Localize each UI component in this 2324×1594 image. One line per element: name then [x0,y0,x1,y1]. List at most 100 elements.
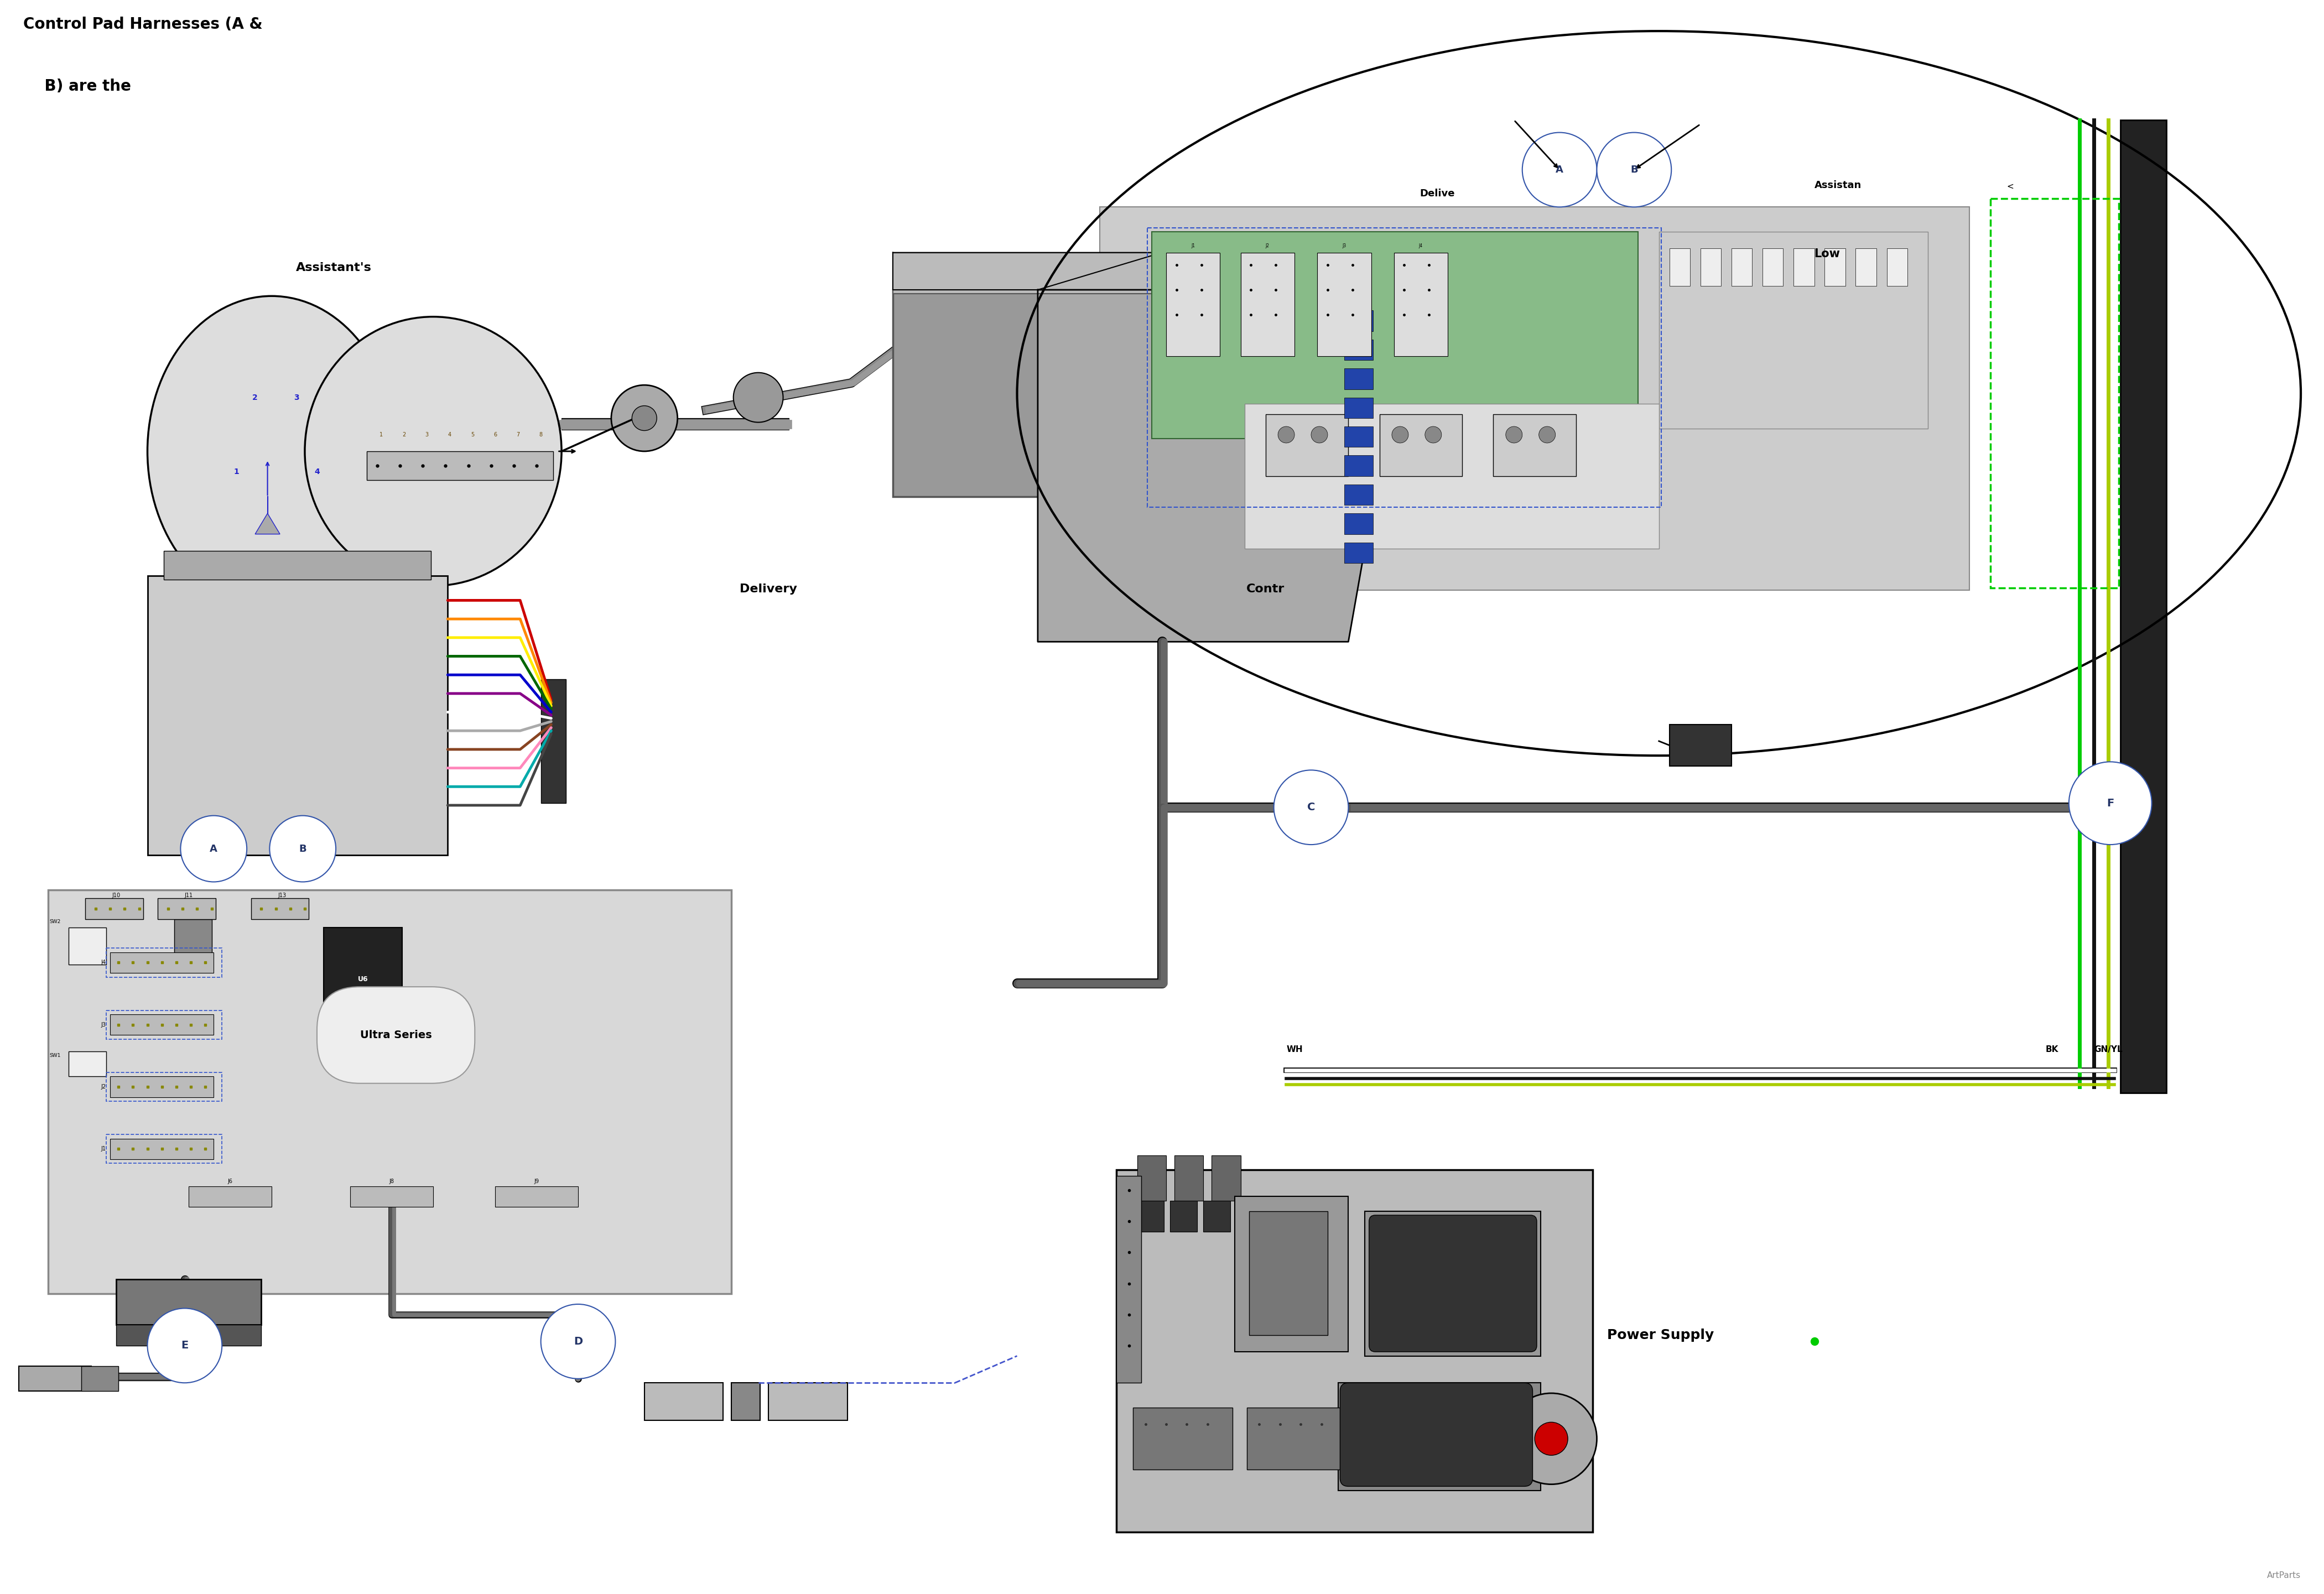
Text: F: F [2106,799,2115,808]
Bar [1701,249,1722,285]
Bar [107,948,223,977]
Polygon shape [1039,290,1411,642]
Text: GN/YL: GN/YL [2094,1046,2122,1054]
Text: 4: 4 [314,469,321,477]
Text: J8: J8 [388,1178,395,1184]
Text: 6: 6 [493,432,497,437]
Text: J3: J3 [100,1022,107,1028]
Text: 5: 5 [472,432,474,437]
Text: J3: J3 [1343,244,1346,249]
Bar [1248,1211,1327,1336]
Bar [1267,414,1348,477]
Bar [1171,1200,1197,1232]
Bar [49,889,732,1294]
Text: 4: 4 [449,432,451,437]
Text: SW2: SW2 [49,920,60,925]
Bar [644,1384,723,1420]
Circle shape [1425,427,1441,443]
Bar [541,679,565,803]
Text: ArtParts: ArtParts [2266,1572,2301,1580]
Bar [251,899,309,920]
Text: Ultra Series: Ultra Series [360,1030,432,1041]
Text: SW1: SW1 [49,1054,60,1058]
Ellipse shape [146,296,395,607]
Text: J1: J1 [100,1146,107,1152]
Circle shape [1392,427,1408,443]
FancyBboxPatch shape [1369,1215,1536,1352]
Bar [1855,249,1875,285]
Bar [1099,207,1968,590]
Bar [367,451,553,480]
Bar [1116,1176,1141,1384]
Bar [81,1366,119,1392]
Circle shape [1506,1393,1597,1484]
Bar [892,252,1162,293]
Text: U6: U6 [358,976,367,983]
Bar [1343,340,1373,360]
Bar [1731,249,1752,285]
Bar [1343,542,1373,563]
Bar [1318,252,1371,355]
Circle shape [1311,427,1327,443]
Circle shape [1278,427,1294,443]
Text: 1: 1 [235,469,239,477]
Text: 3: 3 [293,394,300,402]
Text: E: E [181,1341,188,1350]
Text: J4: J4 [1420,244,1422,249]
Bar [2122,120,2166,1093]
Bar [1246,403,1659,548]
Bar [1211,1156,1241,1200]
Bar [1136,1200,1164,1232]
Text: 7: 7 [516,432,521,437]
Bar [1669,725,1731,767]
Bar [70,928,107,964]
Bar [109,1076,214,1097]
Bar [188,1186,272,1207]
Bar [1148,228,1662,507]
Bar [1248,1408,1346,1470]
Circle shape [541,1304,616,1379]
Bar [1343,427,1373,448]
Bar [86,899,144,920]
Text: J13: J13 [279,893,286,899]
Bar [1494,414,1576,477]
Circle shape [611,386,679,451]
Text: BK: BK [2045,1046,2059,1054]
Text: J11: J11 [184,893,193,899]
Text: A: A [1555,164,1564,175]
Text: Contr: Contr [1246,583,1285,595]
Circle shape [1597,132,1671,207]
Circle shape [2068,762,2152,845]
Bar [1343,311,1373,332]
Circle shape [1506,427,1522,443]
Bar [1234,1197,1348,1352]
Bar [1824,249,1845,285]
Bar [1153,231,1638,438]
Ellipse shape [304,317,562,587]
FancyBboxPatch shape [1341,1384,1532,1486]
Circle shape [1538,427,1555,443]
Bar [1241,252,1294,355]
Circle shape [1534,1422,1569,1455]
Bar [1339,1384,1541,1490]
Text: Low: Low [1815,249,1841,260]
Circle shape [1522,132,1597,207]
Text: 2: 2 [253,394,258,402]
Bar [1659,231,1929,429]
Bar [109,952,214,972]
Text: J9: J9 [535,1178,539,1184]
Circle shape [181,816,246,881]
Bar [1380,414,1462,477]
Bar [892,290,1162,497]
Bar [70,1052,107,1076]
Text: B) are the: B) are the [23,78,130,94]
Bar [732,1384,760,1420]
Text: A: A [209,843,218,854]
Text: J6: J6 [228,1178,232,1184]
Bar [19,1366,91,1392]
Bar [1343,485,1373,505]
Bar [1136,1156,1167,1200]
Bar [769,1384,848,1420]
Bar [1204,1200,1229,1232]
Bar [174,920,211,956]
